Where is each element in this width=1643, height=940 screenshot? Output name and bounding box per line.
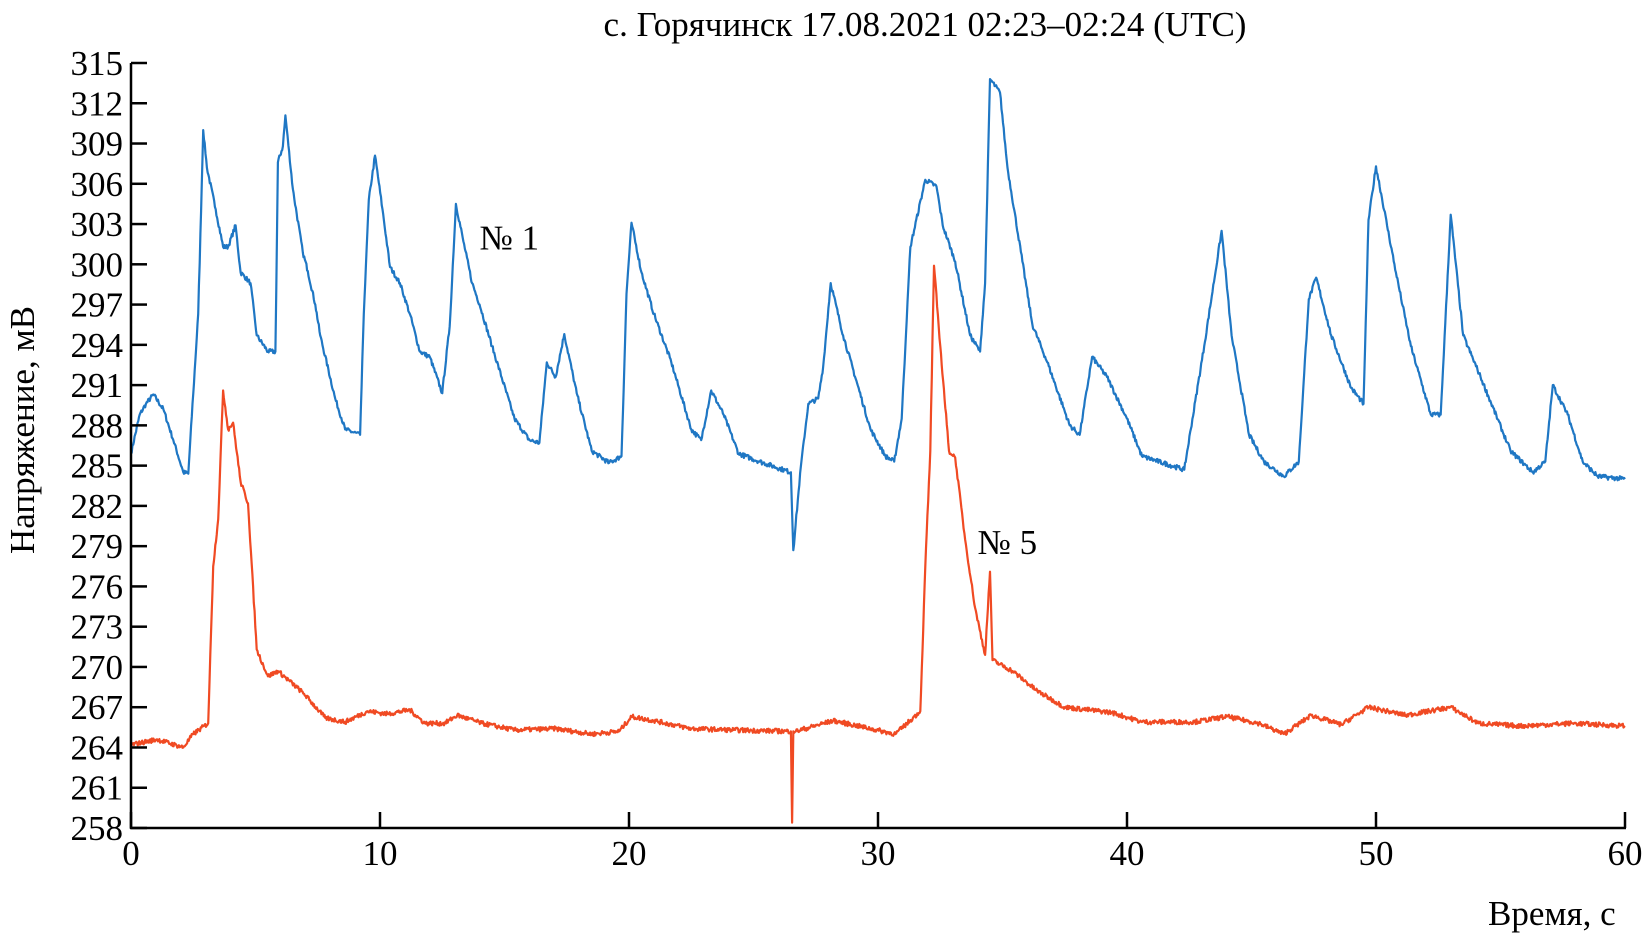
- y-tick-label: 303: [71, 205, 124, 244]
- y-tick-label: 291: [71, 366, 124, 405]
- x-tick-label: 20: [612, 834, 647, 873]
- x-ticks: 0 10 20 30 40 50 60: [122, 812, 1643, 873]
- y-tick-label: 306: [71, 165, 124, 204]
- y-tick-label: 276: [71, 567, 124, 606]
- series-line-no1: [130, 77, 1626, 552]
- x-tick-label: 0: [122, 834, 140, 873]
- y-tick-label: 288: [71, 406, 124, 445]
- y-tick-label: 267: [71, 688, 124, 727]
- y-tick-label: 264: [71, 728, 124, 767]
- x-tick-label: 30: [861, 834, 896, 873]
- x-tick-label: 60: [1608, 834, 1643, 873]
- series-layer: [130, 77, 1626, 824]
- y-tick-label: 315: [71, 44, 124, 83]
- annotation-series-5: № 5: [978, 523, 1038, 562]
- y-tick-label: 312: [71, 84, 124, 123]
- x-axis-label: Время, с: [1488, 894, 1616, 933]
- x-tick-label: 50: [1359, 834, 1394, 873]
- y-tick-label: 294: [71, 326, 124, 365]
- y-tick-label: 273: [71, 608, 124, 647]
- series-line-no5: [130, 264, 1626, 824]
- y-tick-label: 297: [71, 286, 124, 325]
- y-tick-label: 279: [71, 527, 124, 566]
- x-tick-label: 10: [363, 834, 398, 873]
- y-tick-label: 309: [71, 125, 124, 164]
- chart-title: с. Горячинск 17.08.2021 02:23–02:24 (UTC…: [604, 5, 1247, 44]
- y-tick-label: 285: [71, 447, 124, 486]
- y-ticks: 3153123093063033002972942912882852822792…: [71, 44, 147, 848]
- y-tick-label: 300: [71, 245, 124, 284]
- y-tick-label: 258: [71, 809, 124, 848]
- y-tick-label: 270: [71, 648, 124, 687]
- y-tick-label: 282: [71, 487, 124, 526]
- y-tick-label: 261: [71, 769, 124, 808]
- annotation-series-1: № 1: [480, 218, 540, 257]
- x-tick-label: 40: [1110, 834, 1145, 873]
- y-axis-label: Напряжение, мВ: [3, 306, 42, 554]
